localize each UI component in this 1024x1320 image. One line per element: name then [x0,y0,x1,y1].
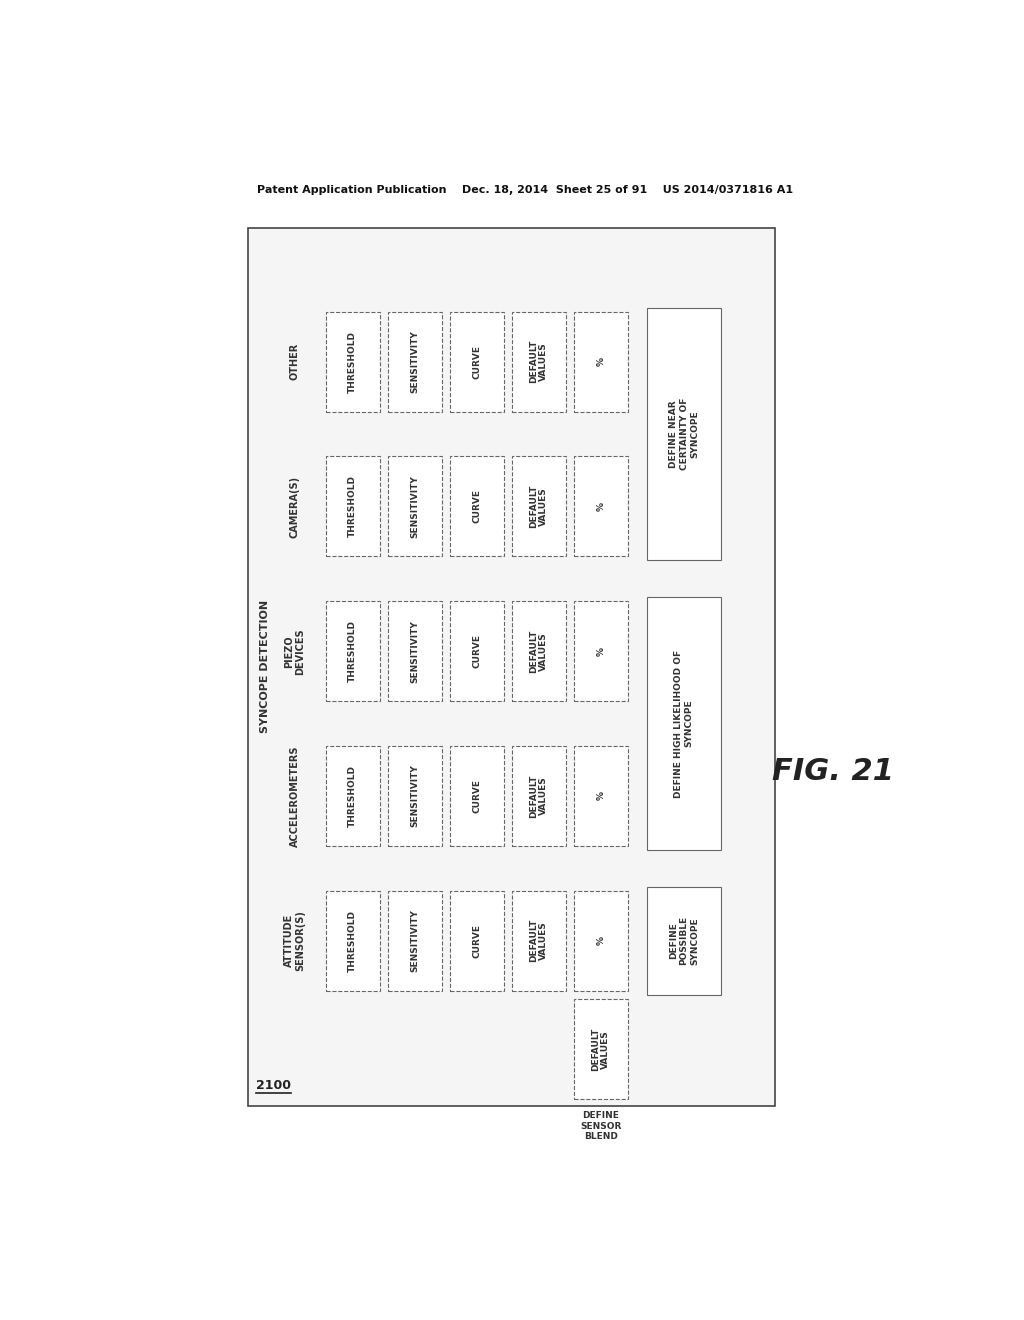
Text: CURVE: CURVE [472,490,481,524]
Text: ATTITUDE
SENSOR(S): ATTITUDE SENSOR(S) [284,911,305,972]
Bar [512,457,566,557]
Text: OTHER: OTHER [290,343,300,380]
Text: CURVE: CURVE [472,779,481,813]
Bar [450,457,504,557]
Text: %: % [596,792,605,800]
Text: CURVE: CURVE [472,634,481,668]
Bar [573,457,628,557]
Text: SENSITIVITY: SENSITIVITY [411,620,419,682]
Bar [450,891,504,991]
Bar [573,999,628,1100]
Bar [573,601,628,701]
Bar [388,746,442,846]
Bar [326,457,380,557]
Bar [326,746,380,846]
Text: ACCELEROMETERS: ACCELEROMETERS [290,746,300,846]
Text: %: % [596,358,605,366]
Text: Patent Application Publication    Dec. 18, 2014  Sheet 25 of 91    US 2014/03718: Patent Application Publication Dec. 18, … [257,185,793,195]
Text: CURVE: CURVE [472,924,481,958]
Text: SENSITIVITY: SENSITIVITY [411,909,419,972]
Text: THRESHOLD: THRESHOLD [348,909,357,972]
Text: %: % [596,647,605,656]
Text: SYNCOPE DETECTION: SYNCOPE DETECTION [260,601,270,733]
Bar [512,746,566,846]
Bar [388,312,442,412]
Text: DEFAULT
VALUES: DEFAULT VALUES [529,630,549,673]
Text: 2100: 2100 [256,1078,291,1092]
Bar [512,601,566,701]
Bar [512,891,566,991]
Text: PIEZO
DEVICES: PIEZO DEVICES [284,628,305,675]
Text: DEFAULT
VALUES: DEFAULT VALUES [529,341,549,383]
Bar [326,601,380,701]
Bar [573,312,628,412]
Text: %: % [596,502,605,511]
Text: DEFINE NEAR
CERTAINTY OF
SYNCOPE: DEFINE NEAR CERTAINTY OF SYNCOPE [669,397,699,470]
Bar [388,891,442,991]
Text: THRESHOLD: THRESHOLD [348,766,357,826]
Bar [450,601,504,701]
Text: DEFAULT
VALUES: DEFAULT VALUES [591,1027,610,1071]
Text: THRESHOLD: THRESHOLD [348,475,357,537]
Bar [647,308,721,561]
Text: DEFAULT
VALUES: DEFAULT VALUES [529,775,549,817]
Bar [450,312,504,412]
Text: DEFINE HIGH LIKELIHOOD OF
SYNCOPE: DEFINE HIGH LIKELIHOOD OF SYNCOPE [675,649,694,797]
Bar [573,746,628,846]
Bar [326,312,380,412]
Text: DEFINE
SENSOR
BLEND: DEFINE SENSOR BLEND [580,1111,622,1142]
Text: %: % [596,936,605,945]
Text: SENSITIVITY: SENSITIVITY [411,330,419,393]
Bar [512,312,566,412]
Text: DEFINE
POSSIBLE
SYNCOPE: DEFINE POSSIBLE SYNCOPE [669,916,699,965]
Bar [248,228,775,1106]
Bar [388,457,442,557]
Text: SENSITIVITY: SENSITIVITY [411,764,419,828]
Text: SENSITIVITY: SENSITIVITY [411,475,419,537]
Text: DEFAULT
VALUES: DEFAULT VALUES [529,919,549,962]
Bar [573,891,628,991]
Text: THRESHOLD: THRESHOLD [348,331,357,392]
Text: FIG. 21: FIG. 21 [772,758,894,787]
Bar [647,597,721,850]
Bar [450,746,504,846]
Bar [388,601,442,701]
Text: CURVE: CURVE [472,345,481,379]
Bar [326,891,380,991]
Text: DEFAULT
VALUES: DEFAULT VALUES [529,484,549,528]
Text: THRESHOLD: THRESHOLD [348,620,357,682]
Bar [647,887,721,995]
Text: CAMERA(S): CAMERA(S) [290,475,300,537]
